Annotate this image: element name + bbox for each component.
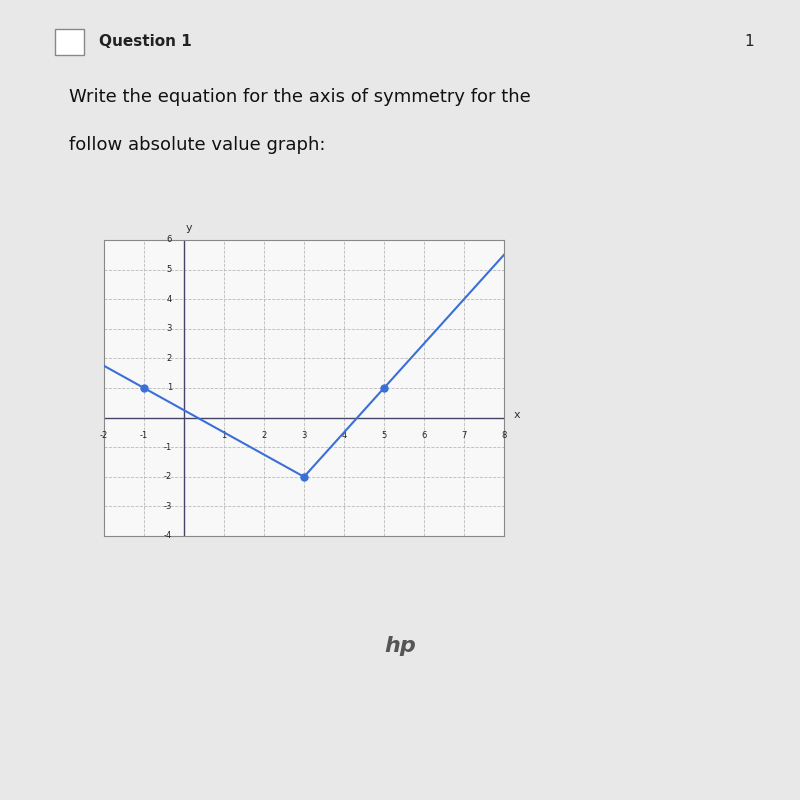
Text: 4: 4 xyxy=(166,294,172,304)
Text: -3: -3 xyxy=(164,502,172,511)
Text: -4: -4 xyxy=(164,531,172,541)
Text: 6: 6 xyxy=(166,235,172,245)
Text: x: x xyxy=(514,410,521,420)
Text: Question 1: Question 1 xyxy=(99,34,192,50)
Text: 1: 1 xyxy=(222,431,226,440)
Text: 3: 3 xyxy=(302,431,306,440)
Text: 3: 3 xyxy=(166,324,172,334)
Text: -1: -1 xyxy=(140,431,148,440)
Text: y: y xyxy=(186,222,192,233)
Text: 5: 5 xyxy=(166,265,172,274)
Text: follow absolute value graph:: follow absolute value graph: xyxy=(70,136,326,154)
Bar xyxy=(54,30,84,54)
Text: 7: 7 xyxy=(462,431,466,440)
Text: 2: 2 xyxy=(262,431,266,440)
Text: 1: 1 xyxy=(744,34,754,50)
Text: 8: 8 xyxy=(502,431,506,440)
Text: -2: -2 xyxy=(164,472,172,482)
Text: 5: 5 xyxy=(382,431,386,440)
Text: hp: hp xyxy=(384,637,416,656)
Text: -1: -1 xyxy=(164,442,172,452)
Text: 4: 4 xyxy=(342,431,346,440)
Text: Write the equation for the axis of symmetry for the: Write the equation for the axis of symme… xyxy=(70,88,531,106)
Text: -2: -2 xyxy=(100,431,108,440)
Text: 1: 1 xyxy=(166,383,172,393)
Text: 2: 2 xyxy=(166,354,172,363)
Text: 6: 6 xyxy=(422,431,426,440)
